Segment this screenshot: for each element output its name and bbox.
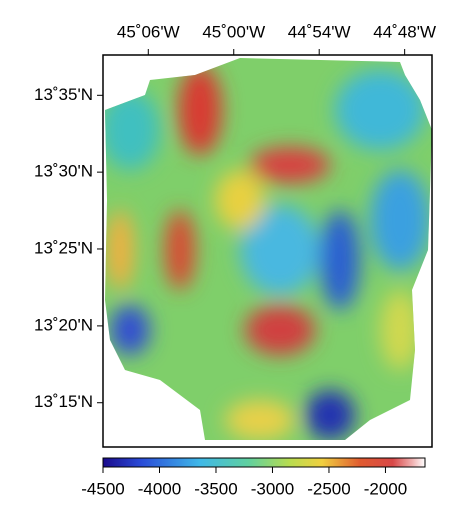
- colorbar-tick-label: -4500: [81, 479, 124, 498]
- colorbar: [102, 457, 426, 468]
- x-tick-label: 45˚06'W: [117, 22, 180, 41]
- y-tick-label: 13˚35'N: [34, 85, 93, 104]
- x-tick-label: 44˚48'W: [373, 22, 436, 41]
- colorbar-tick-label: -2500: [307, 479, 350, 498]
- colorbar-tick-label: -3000: [251, 479, 294, 498]
- y-tick-label: 13˚15'N: [34, 392, 93, 411]
- y-tick-label: 13˚30'N: [34, 162, 93, 181]
- y-tick-label: 13˚20'N: [34, 315, 93, 334]
- colorbar-tick-label: -2000: [364, 479, 407, 498]
- y-tick-label: 13˚25'N: [34, 238, 93, 257]
- relief-image: [105, 58, 432, 440]
- x-tick-label: 45˚00'W: [202, 22, 265, 41]
- x-tick-label: 44˚54'W: [288, 22, 351, 41]
- colorbar-tick-label: -4000: [138, 479, 181, 498]
- map-frame: [102, 54, 433, 448]
- colorbar-tick-label: -3500: [194, 479, 237, 498]
